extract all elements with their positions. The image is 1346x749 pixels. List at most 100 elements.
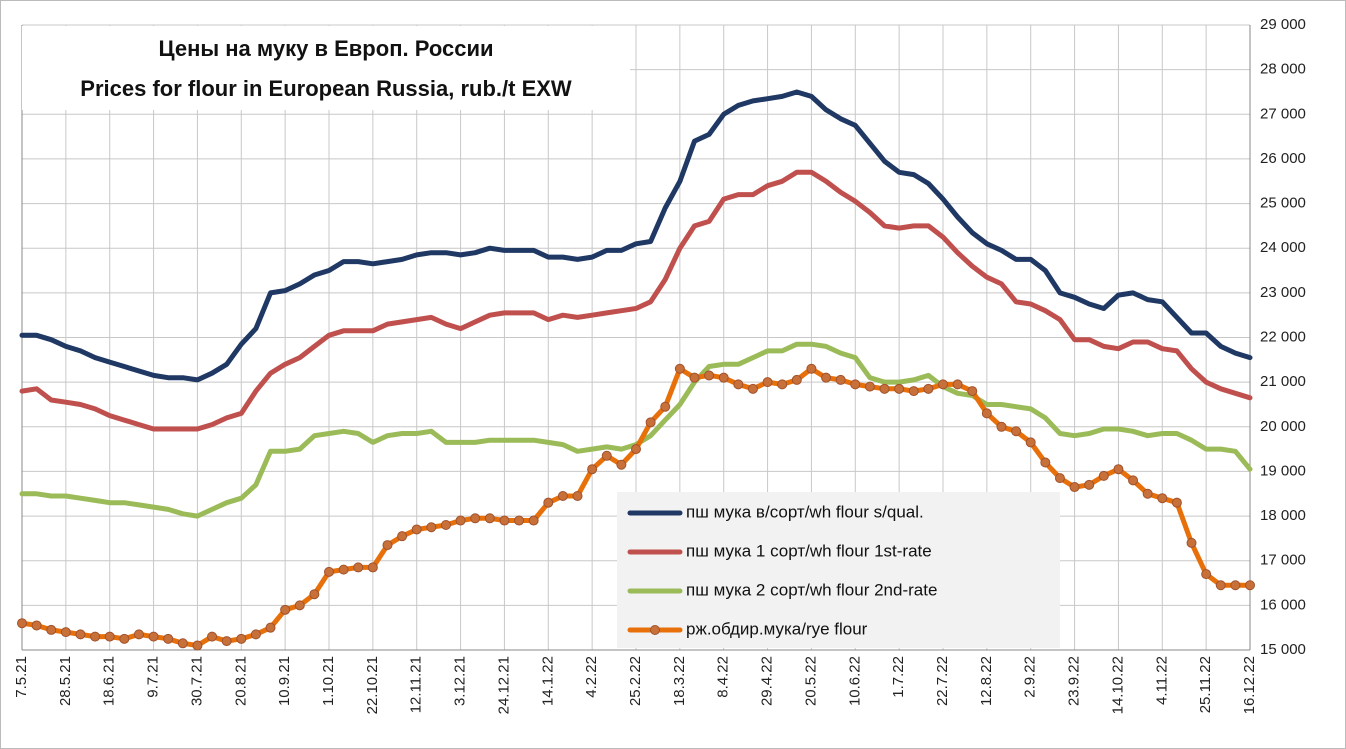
x-tick-label: 25.2.22 [627,656,644,706]
series-marker [835,374,846,385]
y-tick-label: 26 000 [1260,150,1306,167]
series-marker [1040,457,1051,468]
series-marker [1098,470,1109,481]
series-marker [46,624,57,635]
legend-marker [650,625,660,635]
series-marker [704,370,715,381]
y-tick-label: 22 000 [1260,328,1306,345]
series-marker [528,515,539,526]
x-tick-label: 12.11.21 [408,656,425,713]
series-marker [1069,482,1080,493]
series-marker [470,513,481,524]
series-marker [543,497,554,508]
series-marker [616,459,627,470]
series-marker [1230,580,1241,591]
x-tick-label: 9.7.21 [145,656,162,698]
x-tick-label: 20.8.21 [232,656,249,706]
series-marker [90,631,101,642]
x-tick-label: 4.2.22 [583,656,600,698]
x-tick-label: 30.7.21 [188,656,205,706]
series-marker [338,564,349,575]
series-marker [426,522,437,533]
y-tick-label: 23 000 [1260,284,1306,301]
series-marker [192,640,203,651]
series-marker [1113,464,1124,475]
x-tick-label: 4.11.22 [1153,656,1170,705]
series-marker [674,363,685,374]
series-marker [309,589,320,600]
series-marker [133,629,144,640]
series-marker [294,600,305,611]
x-tick-label: 29.4.22 [759,656,776,706]
series-marker [250,629,261,640]
series-marker [1157,493,1168,504]
y-tick-label: 21 000 [1260,373,1306,390]
series-marker [879,383,890,394]
series-marker [382,540,393,551]
series-marker [923,383,934,394]
series-marker [1245,580,1255,591]
y-tick-label: 29 000 [1260,16,1306,33]
x-tick-label: 7.5.21 [13,656,30,698]
x-tick-label: 18.3.22 [671,656,688,706]
series-marker [265,622,276,633]
y-tick-label: 24 000 [1260,239,1306,256]
series-marker [1186,537,1197,548]
series-marker [353,562,364,573]
x-tick-label: 18.6.21 [101,656,118,706]
series-marker [938,379,948,390]
x-tick-label: 14.10.22 [1109,656,1126,714]
y-tick-label: 17 000 [1260,552,1306,569]
series-marker [762,377,773,388]
series-marker [1128,475,1139,486]
series-marker [733,379,744,390]
series-marker [1215,580,1226,591]
series-marker [660,401,671,412]
series-marker [631,444,641,455]
y-tick-label: 16 000 [1260,596,1306,613]
y-tick-label: 25 000 [1260,195,1306,212]
series-marker [821,372,832,383]
series-marker [1142,488,1153,499]
series-marker [747,383,758,394]
y-tick-label: 28 000 [1260,61,1306,78]
x-tick-label: 10.9.21 [276,656,293,706]
series-marker [455,515,466,526]
series-marker [280,604,291,615]
y-tick-label: 18 000 [1260,507,1306,524]
y-tick-label: 19 000 [1260,462,1306,479]
series-marker [236,633,247,644]
series-marker [572,490,583,501]
series-marker [981,408,992,419]
series-marker [148,631,159,642]
series-marker [163,633,174,644]
y-tick-label: 20 000 [1260,418,1306,435]
series-marker [397,531,408,542]
series-marker [806,363,817,374]
series-marker [689,372,700,383]
chart-title: Цены на муку в Европ. России [159,36,494,61]
y-tick-label: 15 000 [1260,641,1306,658]
legend-label: рж.обдир.мука/rye flour [686,619,868,638]
series-marker [908,386,919,397]
series-marker [1025,437,1036,448]
x-tick-label: 2.9.22 [1022,656,1039,698]
series-marker [17,618,27,629]
series-marker [1201,569,1212,580]
series-marker [367,562,378,573]
legend-box [617,492,1060,648]
x-tick-label: 22.7.22 [934,656,951,706]
series-marker [1171,497,1182,508]
x-tick-label: 20.5.22 [802,656,819,706]
title-box [22,26,630,110]
lines [17,89,1255,651]
series-marker [601,450,612,461]
legend-label: пш мука 1 сорт/wh flour 1st-rate [686,541,932,560]
series-marker [119,633,130,644]
series-marker [221,636,232,647]
series-marker [645,417,656,428]
x-tick-label: 28.5.21 [57,656,74,706]
series-marker [75,629,86,640]
series-marker [514,515,525,526]
